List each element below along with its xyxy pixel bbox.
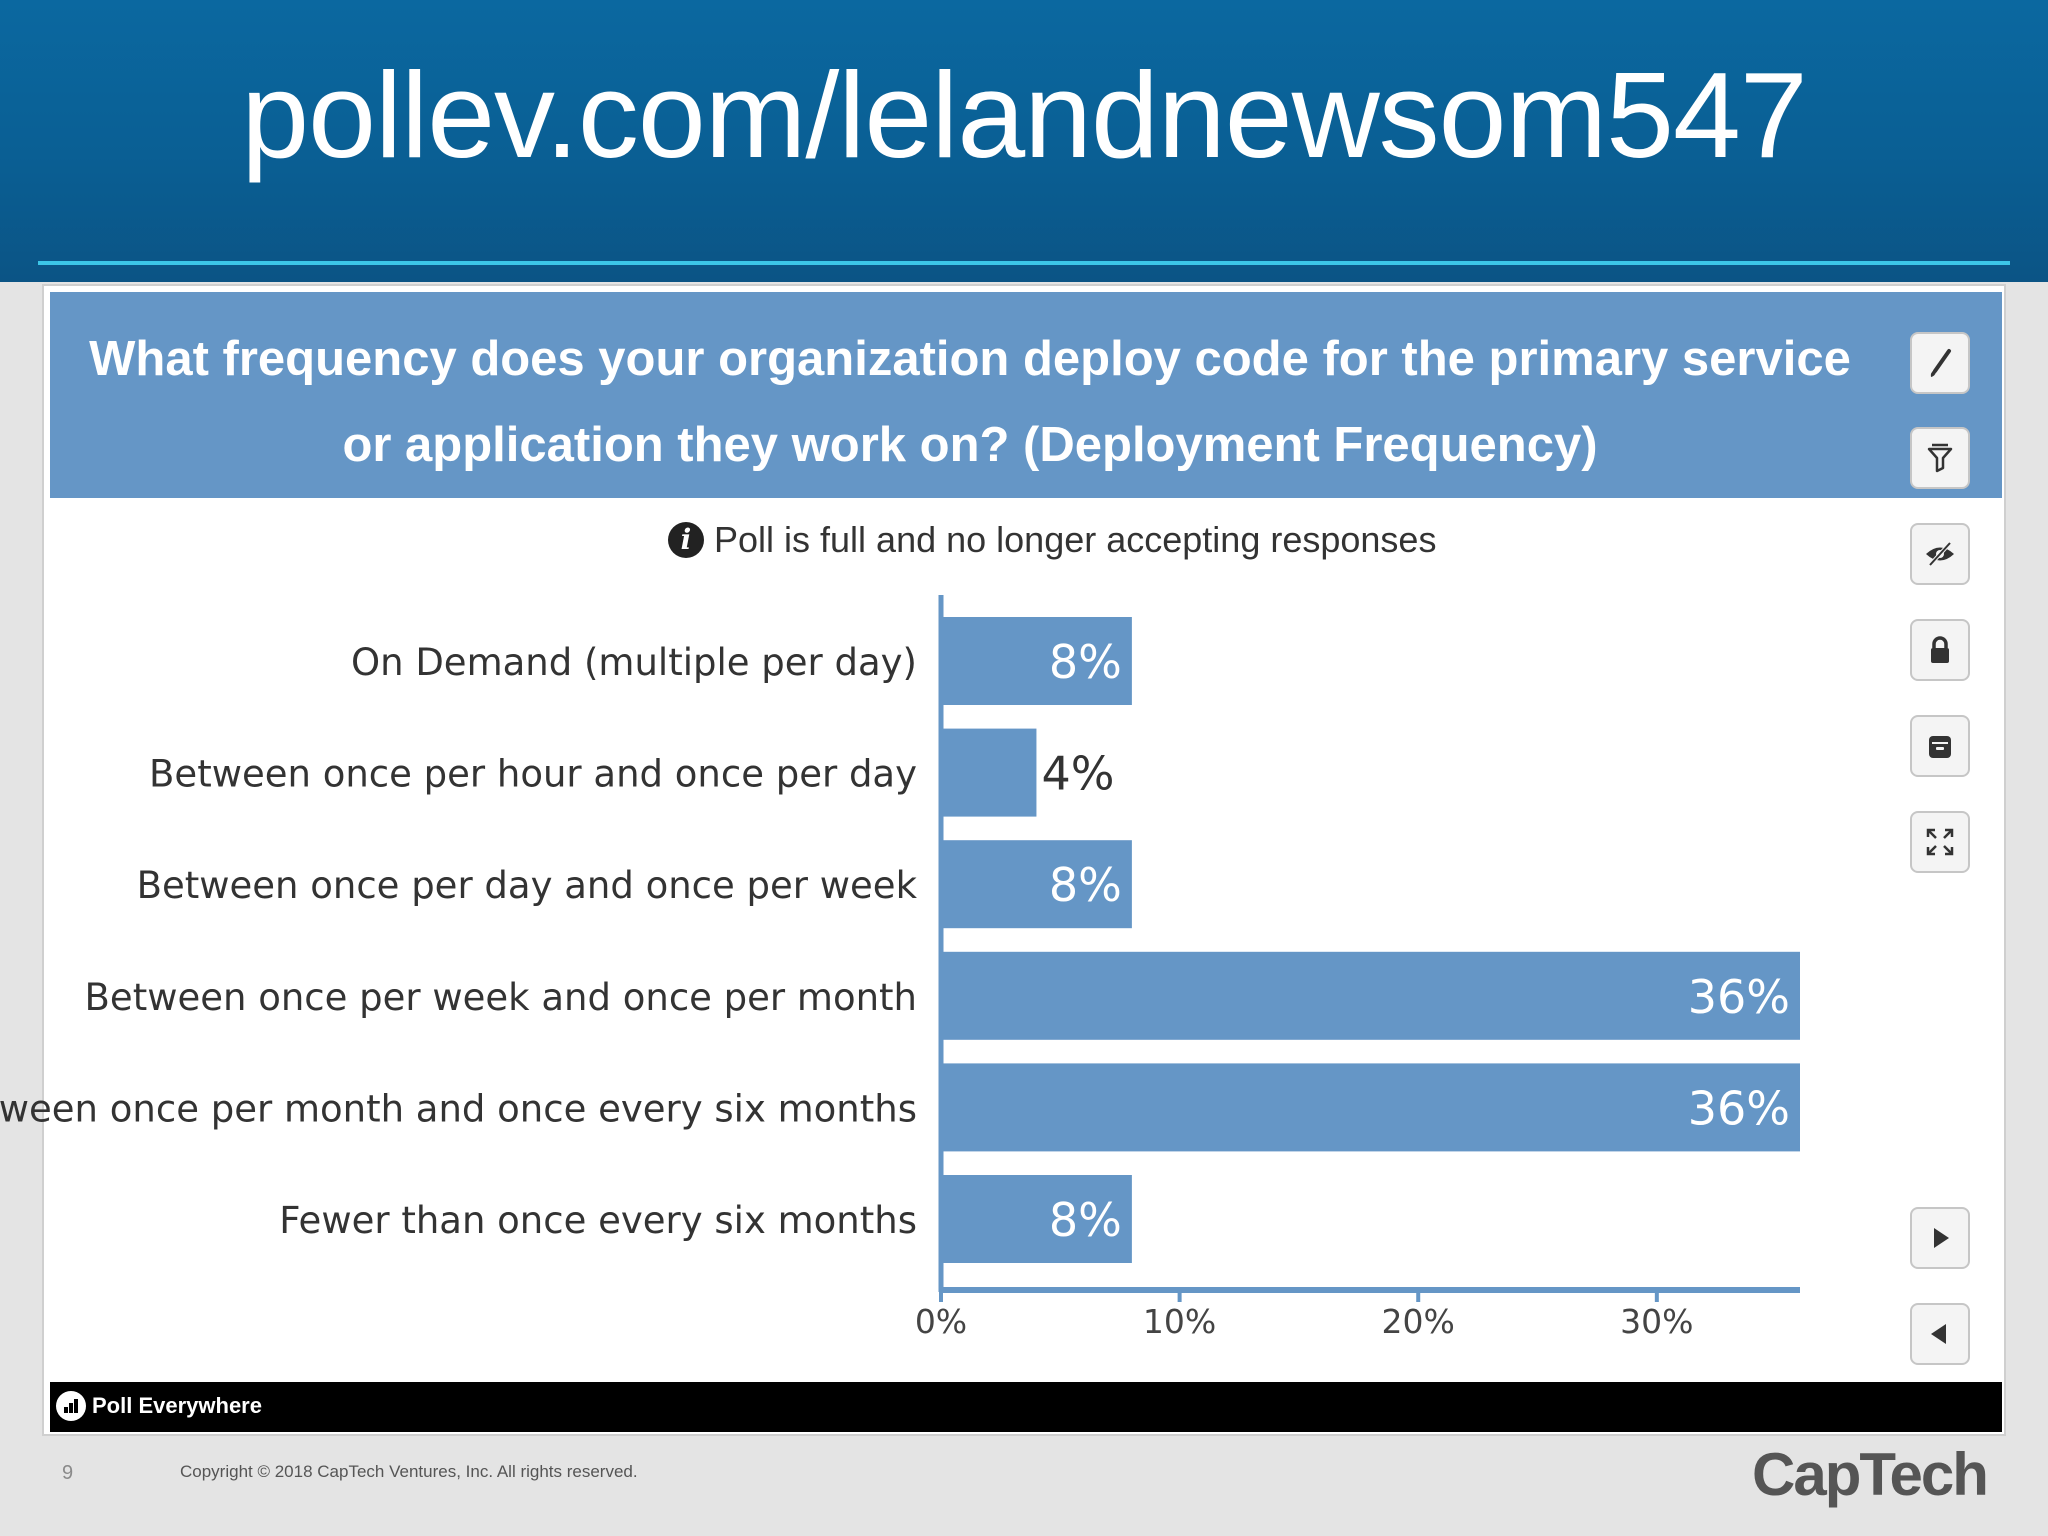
x-tick-label-3: 30% [1620, 1302, 1693, 1341]
category-label-1: Between once per hour and once per day [149, 753, 917, 796]
bar-3 [941, 951, 1800, 1040]
lock-button[interactable] [1910, 619, 1970, 681]
x-tick-label-1: 10% [1143, 1302, 1216, 1341]
bar-2 [941, 840, 1132, 929]
lock-icon [1931, 636, 1949, 663]
next-button[interactable] [1910, 1207, 1970, 1269]
question-banner [50, 292, 2002, 498]
filter-button[interactable] [1910, 427, 1970, 489]
category-label-4: Between once per month and once every si… [0, 1087, 917, 1130]
filter-icon [1927, 443, 1953, 473]
value-label-5: 8% [1049, 1193, 1122, 1247]
archive-icon [1929, 736, 1951, 758]
poll-status-text: Poll is full and no longer accepting res… [714, 519, 1437, 560]
poll-question: What frequency does your organization de… [89, 332, 1851, 472]
poll-footer-bar [50, 1382, 2002, 1432]
brush-icon [1930, 349, 1951, 377]
archive-button[interactable] [1910, 715, 1970, 777]
previous-button[interactable] [1910, 1303, 1970, 1365]
category-label-3: Between once per week and once per month [85, 976, 917, 1019]
value-label-1: 4% [1041, 747, 1114, 801]
poll-everywhere-logo[interactable]: Poll Everywhere [56, 1391, 262, 1421]
copyright-text: Copyright © 2018 CapTech Ventures, Inc. … [180, 1462, 638, 1481]
fullscreen-icon [1926, 828, 1954, 856]
slide-header: pollev.com/lelandnewsom547 [0, 0, 2048, 282]
category-label-5: Fewer than once every six months [279, 1199, 917, 1242]
value-label-0: 8% [1049, 635, 1122, 689]
value-label-4: 36% [1688, 1081, 1790, 1135]
value-label-3: 36% [1688, 970, 1790, 1024]
bar-4 [941, 1063, 1800, 1152]
bar-5 [941, 1175, 1132, 1263]
results-bar-chart: On Demand (multiple per day) 8% Between on… [0, 595, 1800, 1341]
category-label-0: On Demand (multiple per day) [351, 641, 917, 684]
x-tick-label-2: 20% [1382, 1302, 1455, 1341]
fullscreen-button[interactable] [1910, 811, 1970, 873]
value-label-2: 8% [1049, 858, 1122, 912]
brush-button[interactable] [1910, 332, 1970, 394]
captech-logo: CapTech [1752, 1441, 1989, 1508]
category-label-2: Between once per day and once per week [137, 864, 918, 907]
poll-everywhere-icon [56, 1391, 86, 1421]
hide-eye-icon [1926, 541, 1954, 567]
previous-icon [1931, 1324, 1946, 1344]
bar-0 [941, 617, 1132, 705]
poll-everywhere-brand: Poll Everywhere [92, 1393, 262, 1418]
next-icon [1934, 1228, 1949, 1248]
poll-url-title: pollev.com/lelandnewsom547 [241, 47, 1807, 183]
poll-status-notice: i Poll is full and no longer accepting r… [668, 512, 1436, 568]
slide-number: 9 [62, 1462, 74, 1484]
header-divider [38, 261, 2010, 265]
bar-1 [941, 728, 1037, 817]
info-icon: i [668, 522, 704, 558]
hide-responses-button[interactable] [1910, 523, 1970, 585]
x-tick-label-0: 0% [915, 1302, 967, 1341]
